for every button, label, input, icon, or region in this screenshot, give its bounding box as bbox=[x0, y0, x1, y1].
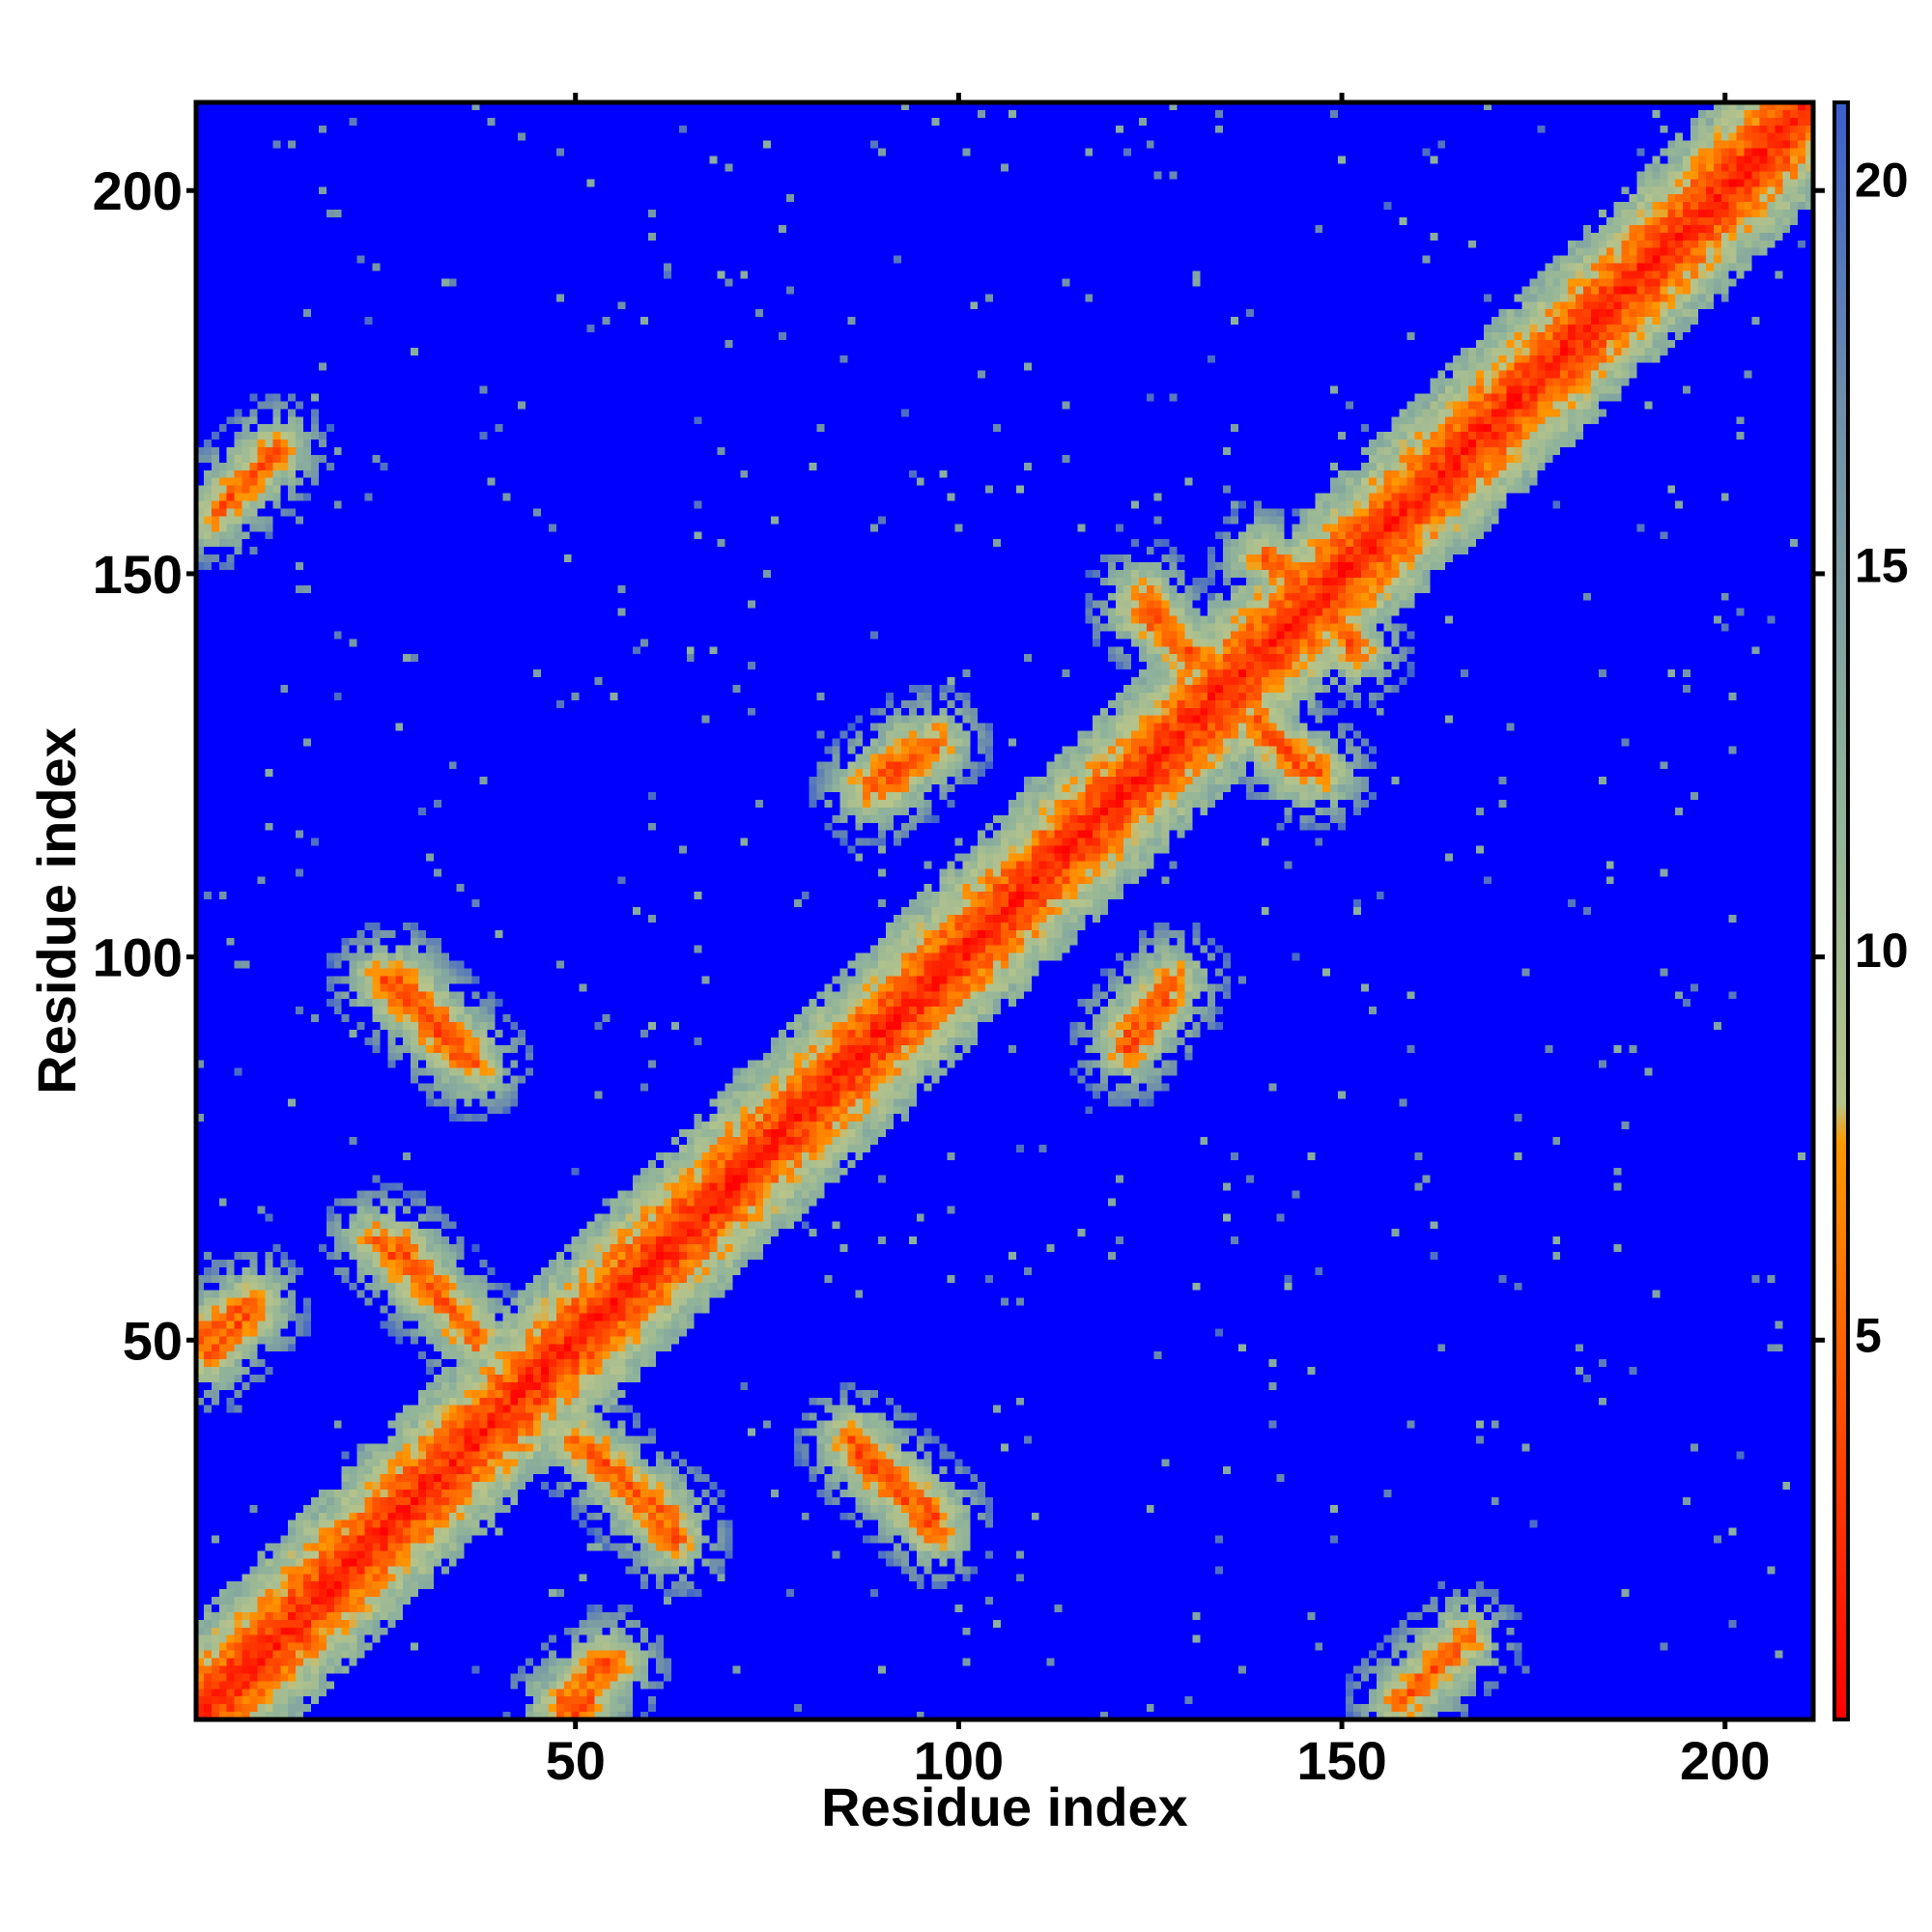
y-axis-ticks: 50 100 150 200 bbox=[93, 160, 196, 1371]
y-tick-label: 150 bbox=[93, 544, 183, 605]
x-tick-label: 200 bbox=[1680, 1730, 1770, 1791]
y-tick-label: 100 bbox=[93, 927, 183, 988]
plot-frame bbox=[193, 99, 1816, 1722]
colorbar-tick-label: 15 bbox=[1855, 538, 1909, 592]
colorbar-tick-label: 10 bbox=[1855, 923, 1909, 978]
colorbar-tick-label: 20 bbox=[1855, 154, 1909, 208]
heatmap-cells bbox=[196, 102, 1813, 1719]
x-tick-label: 50 bbox=[546, 1730, 606, 1791]
colorbar bbox=[1833, 100, 1850, 1721]
x-axis-ticks: 50 100 150 200 bbox=[546, 93, 1770, 1791]
x-tick-label: 100 bbox=[914, 1730, 1004, 1791]
y-axis-label: Residue index bbox=[26, 727, 87, 1094]
colorbar-ticks: 5 10 15 20 bbox=[1813, 154, 1909, 1362]
y-tick-label: 50 bbox=[123, 1310, 183, 1371]
colorbar-tick-label: 5 bbox=[1855, 1308, 1882, 1362]
x-axis-label: Residue index bbox=[821, 1776, 1188, 1837]
heatmap-image bbox=[196, 102, 1813, 1719]
x-tick-label: 150 bbox=[1296, 1730, 1386, 1791]
y-tick-label: 200 bbox=[93, 160, 183, 221]
